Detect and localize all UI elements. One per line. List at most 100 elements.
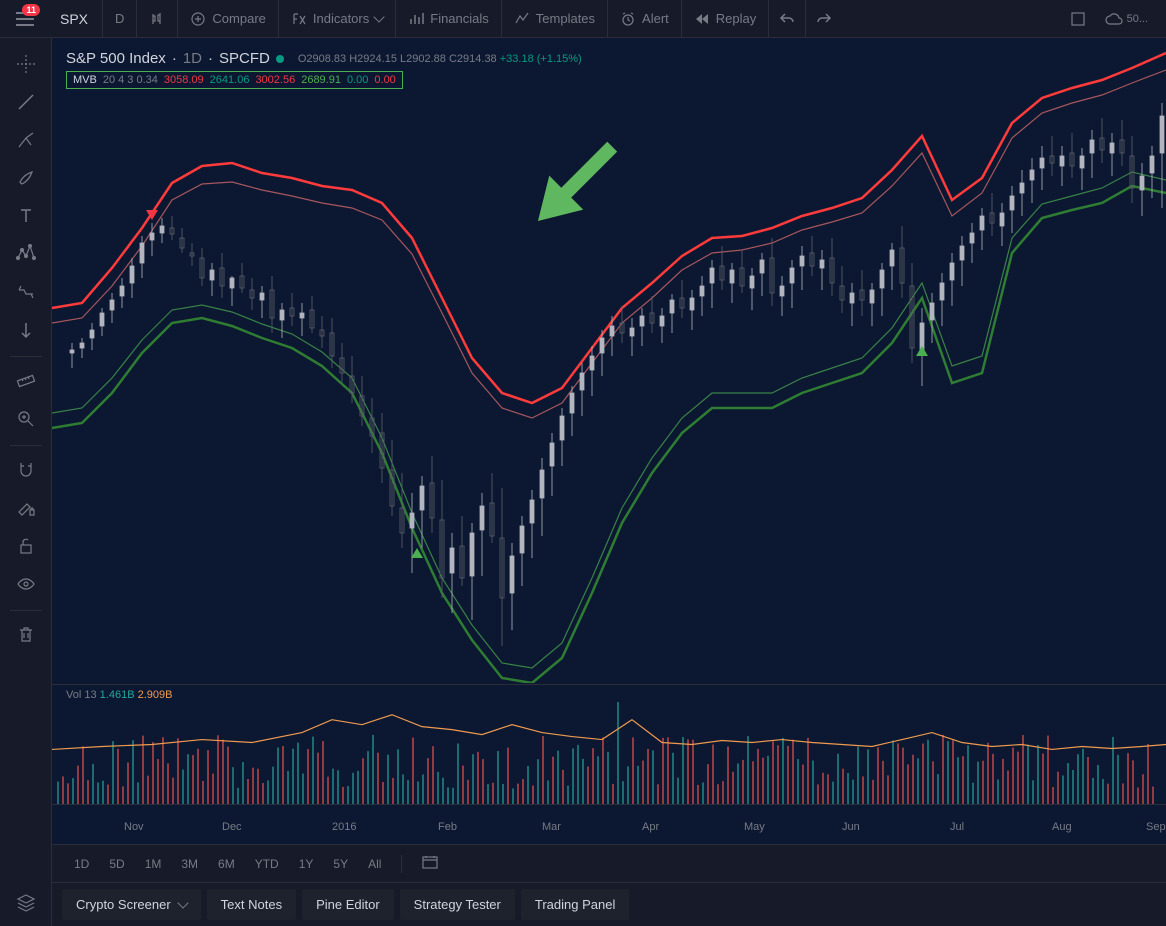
financials-button[interactable]: Financials: [396, 0, 502, 38]
rewind-icon: [694, 11, 710, 27]
eye-icon: [16, 574, 36, 594]
trash-icon: [16, 625, 36, 645]
arrow-tool[interactable]: [6, 312, 46, 348]
indicator-legend[interactable]: MVB 20 4 3 0.34 3058.09 2641.06 3002.56 …: [66, 71, 403, 89]
delete-tool[interactable]: [6, 617, 46, 653]
templates-button[interactable]: Templates: [502, 0, 608, 38]
brush-tool[interactable]: [6, 160, 46, 196]
chart-legend: S&P 500 Index · 1D · SPCFD O2908.83 H292…: [66, 50, 582, 89]
volume-param: 13: [84, 689, 96, 701]
menu-button[interactable]: 11: [4, 0, 46, 38]
timeframe-btn-all[interactable]: All: [360, 853, 389, 875]
tab-crypto-screener[interactable]: Crypto Screener: [62, 889, 201, 920]
tab-strategy-tester[interactable]: Strategy Tester: [400, 889, 515, 920]
xabcd-icon: [16, 244, 36, 264]
chart-style-button[interactable]: [137, 0, 178, 38]
cursor-tool[interactable]: [6, 46, 46, 82]
time-axis-label: May: [744, 821, 765, 833]
timeframe-btn-1m[interactable]: 1M: [137, 853, 170, 875]
zoom-icon: [16, 409, 36, 429]
template-icon: [514, 11, 530, 27]
pattern-tool[interactable]: [6, 236, 46, 272]
redo-button[interactable]: [806, 0, 842, 38]
tab-trading-panel[interactable]: Trading Panel: [521, 889, 629, 920]
arrow-down-icon: [16, 320, 36, 340]
timeframe-btn-3m[interactable]: 3M: [173, 853, 206, 875]
ruler-tool[interactable]: [6, 363, 46, 399]
ohlc-change: +33.18 (+1.15%): [500, 53, 582, 65]
indicator-val-2: 2641.06: [210, 74, 250, 86]
bottom-tabs: Crypto ScreenerText NotesPine EditorStra…: [52, 882, 1166, 926]
volume-value-2: 2.909B: [138, 689, 173, 701]
timeframe-btn-6m[interactable]: 6M: [210, 853, 243, 875]
time-axis-label: Jun: [842, 821, 860, 833]
compare-button[interactable]: Compare: [178, 0, 278, 38]
ohlc-open: O2908.83: [298, 53, 346, 65]
bottom-panel: 1D5D1M3M6MYTD1Y5YAll Crypto ScreenerText…: [52, 844, 1166, 926]
visibility-tool[interactable]: [6, 566, 46, 602]
projection-icon: [16, 282, 36, 302]
timeframe-btn-ytd[interactable]: YTD: [247, 853, 287, 875]
time-axis-label: 2016: [332, 821, 356, 833]
chevron-down-icon: [374, 11, 385, 22]
chevron-down-icon: [177, 897, 188, 908]
object-tree-button[interactable]: [0, 844, 52, 926]
ohlc-high: H2924.15: [349, 53, 397, 65]
goto-date-button[interactable]: [414, 851, 446, 876]
market-status-dot: [276, 55, 284, 63]
annotation-arrow: [492, 132, 632, 245]
candlestick-icon: [149, 11, 165, 27]
magnet-tool[interactable]: [6, 452, 46, 488]
text-tool[interactable]: [6, 198, 46, 234]
tab-text-notes[interactable]: Text Notes: [207, 889, 296, 920]
timeframe-btn-1d[interactable]: 1D: [66, 853, 97, 875]
volume-value-1: 1.461B: [100, 689, 135, 701]
zoom-tool[interactable]: [6, 401, 46, 437]
volume-pane: Vol 13 1.461B 2.909B: [52, 684, 1166, 804]
time-axis-label: Aug: [1052, 821, 1072, 833]
timeframe-btn-1y[interactable]: 1Y: [291, 853, 322, 875]
symbol-search[interactable]: SPX: [46, 0, 103, 38]
plus-circle-icon: [190, 11, 206, 27]
trendline-tool[interactable]: [6, 84, 46, 120]
ohlc-low: L2902.88: [400, 53, 446, 65]
timeframe-bar: 1D5D1M3M6MYTD1Y5YAll: [52, 844, 1166, 882]
time-axis-label: Feb: [438, 821, 457, 833]
indicators-button[interactable]: Indicators: [279, 0, 396, 38]
undo-icon: [779, 11, 795, 27]
lock-tool[interactable]: [6, 528, 46, 564]
fib-tool[interactable]: [6, 122, 46, 158]
indicator-val-5: 0.00: [347, 74, 368, 86]
timeframe-btn-5d[interactable]: 5D: [101, 853, 132, 875]
lock-drawing-tool[interactable]: [6, 490, 46, 526]
chart-container[interactable]: S&P 500 Index · 1D · SPCFD O2908.83 H292…: [52, 38, 1166, 844]
bar-chart-icon: [408, 11, 424, 27]
unlock-icon: [16, 536, 36, 556]
square-icon: [1070, 11, 1086, 27]
drawing-toolbar: [0, 38, 52, 926]
alert-button[interactable]: Alert: [608, 0, 682, 38]
fx-icon: [291, 11, 307, 27]
indicator-val-6: 0.00: [374, 74, 395, 86]
interval-selector[interactable]: D: [103, 0, 137, 38]
layers-icon: [15, 892, 37, 914]
volume-chart: [52, 685, 1166, 804]
ruler-icon: [16, 371, 36, 391]
indicator-val-3: 3002.56: [255, 74, 295, 86]
cloud-icon: [1105, 11, 1123, 27]
replay-button[interactable]: Replay: [682, 0, 769, 38]
text-icon: [16, 206, 36, 226]
tab-pine-editor[interactable]: Pine Editor: [302, 889, 394, 920]
layout-button[interactable]: [1061, 3, 1095, 35]
magnet-icon: [16, 460, 36, 480]
indicator-params: 20 4 3 0.34: [103, 74, 158, 86]
cloud-button[interactable]: 50...: [1099, 3, 1154, 35]
crosshair-icon: [16, 54, 36, 74]
prediction-tool[interactable]: [6, 274, 46, 310]
pitchfork-icon: [16, 130, 36, 150]
timeframe-btn-5y[interactable]: 5Y: [325, 853, 356, 875]
undo-button[interactable]: [769, 0, 806, 38]
ohlc-close: C2914.38: [449, 53, 497, 65]
brush-icon: [16, 168, 36, 188]
time-axis-label: Dec: [222, 821, 242, 833]
